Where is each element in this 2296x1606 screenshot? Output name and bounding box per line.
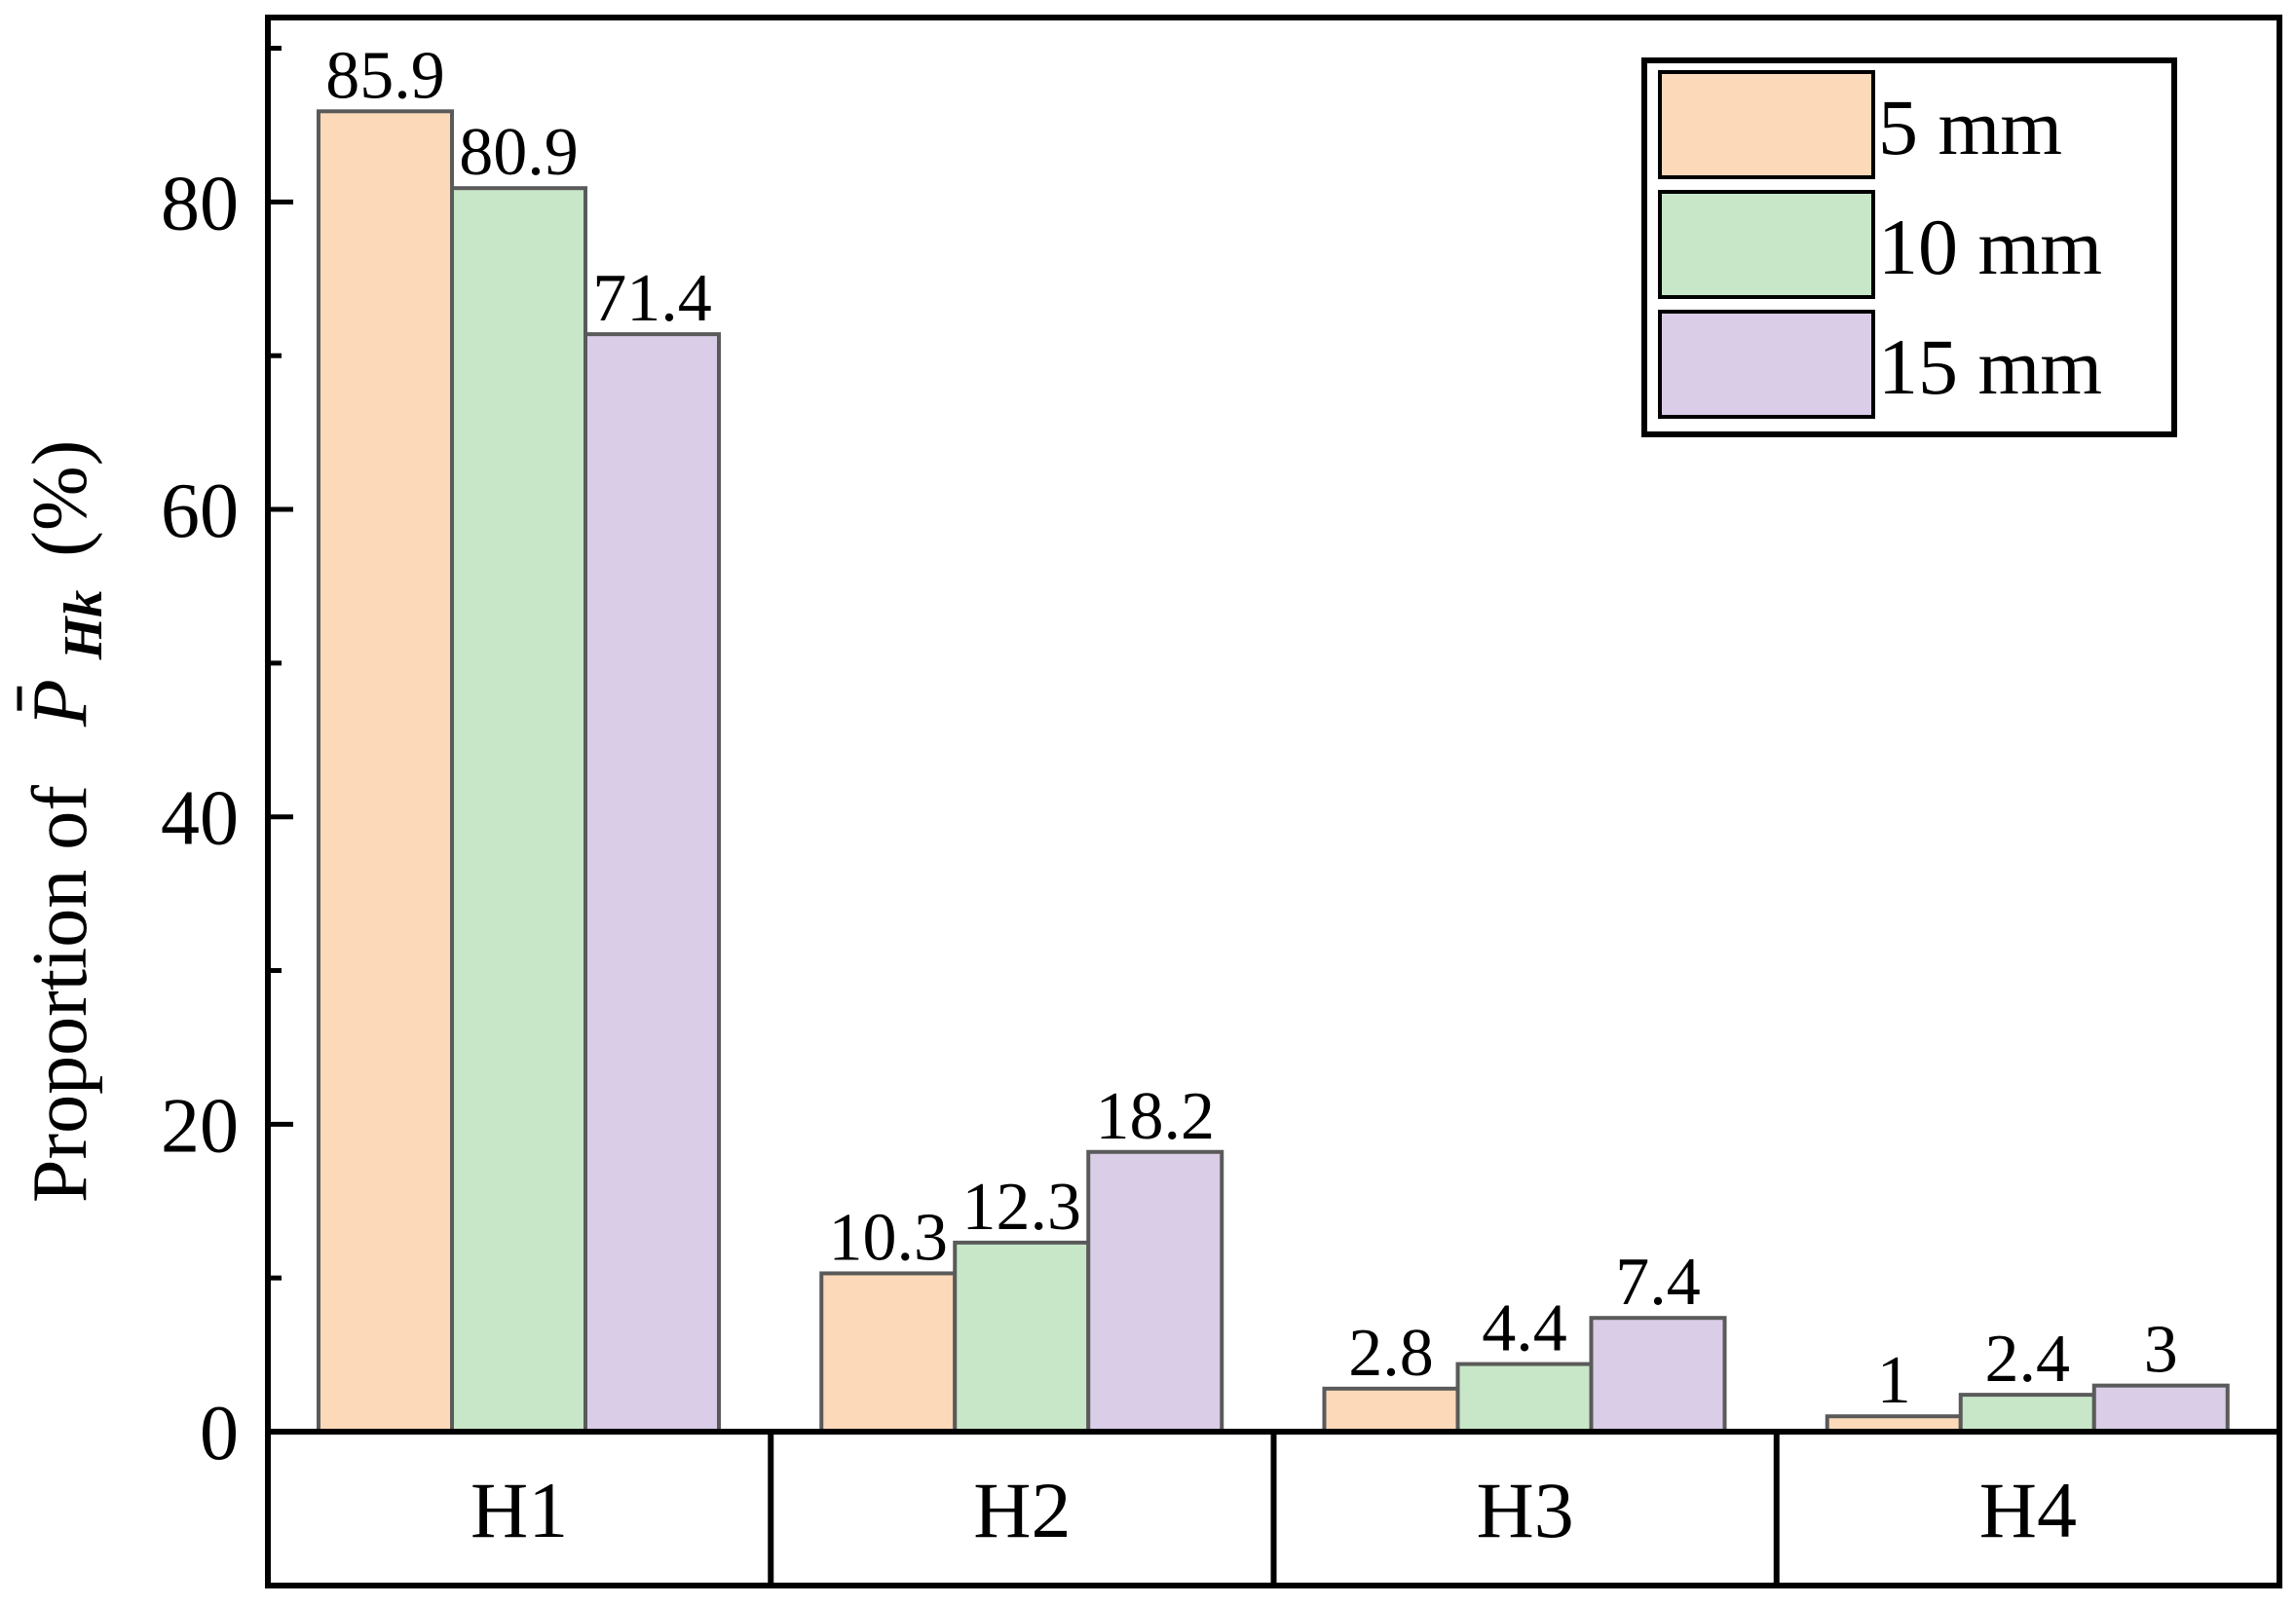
legend-swatch bbox=[1658, 70, 1875, 179]
data-label: 18.2 bbox=[1096, 1079, 1216, 1154]
data-label: 71.4 bbox=[592, 261, 712, 336]
x-category-label: H3 bbox=[1477, 1466, 1574, 1554]
legend-label: 10 mm bbox=[1878, 203, 2102, 291]
legend: 5 mm 10 mm 15 mm bbox=[1641, 57, 2177, 437]
data-label: 10.3 bbox=[829, 1200, 949, 1275]
y-tick-label: 40 bbox=[161, 776, 239, 862]
x-category-label: H1 bbox=[470, 1466, 568, 1554]
y-tick-label: 60 bbox=[161, 468, 239, 554]
bar bbox=[1958, 1393, 2096, 1434]
data-label: 1 bbox=[1877, 1343, 1911, 1418]
data-label: 4.4 bbox=[1482, 1291, 1567, 1366]
bar bbox=[1322, 1386, 1460, 1435]
data-label: 7.4 bbox=[1615, 1245, 1701, 1320]
data-label: 85.9 bbox=[325, 38, 445, 113]
y-tick-label: 0 bbox=[200, 1391, 239, 1476]
legend-label: 5 mm bbox=[1878, 83, 2062, 171]
x-category-label: H2 bbox=[973, 1466, 1071, 1554]
y-axis-title: Proportion of P Hk (%) bbox=[17, 440, 119, 1203]
bar bbox=[583, 332, 721, 1435]
data-label: 12.3 bbox=[962, 1170, 1082, 1245]
data-label: 3 bbox=[2144, 1313, 2178, 1388]
legend-label: 15 mm bbox=[1878, 322, 2102, 411]
svg-text:Proportion of P Hk: Proportion of P Hk (%) bbox=[18, 440, 119, 1203]
y-axis-symbol-subscript: Hk bbox=[54, 590, 114, 661]
data-label: 2.4 bbox=[1985, 1322, 2071, 1397]
x-category-label: H4 bbox=[1979, 1466, 2077, 1554]
bar bbox=[1455, 1362, 1594, 1434]
bars bbox=[317, 109, 2230, 1435]
y-axis-unit: (%) bbox=[18, 440, 103, 557]
category-row: H1 H2 H3 H4 bbox=[470, 1432, 2077, 1586]
bar bbox=[1086, 1149, 1224, 1434]
y-axis-ticks: 0 20 40 60 80 bbox=[161, 46, 293, 1476]
y-axis-label-prefix: Proportion of bbox=[18, 785, 103, 1203]
data-label: 80.9 bbox=[459, 115, 579, 190]
legend-swatch bbox=[1658, 310, 1875, 419]
legend-swatch bbox=[1658, 190, 1875, 299]
bar bbox=[2091, 1383, 2230, 1435]
y-tick-label: 80 bbox=[161, 161, 239, 246]
bar bbox=[317, 109, 454, 1434]
bar bbox=[450, 186, 587, 1434]
y-axis-symbol: P bbox=[18, 679, 103, 728]
bar bbox=[819, 1271, 958, 1434]
bar bbox=[953, 1240, 1091, 1434]
data-label: 2.8 bbox=[1348, 1316, 1434, 1391]
bar bbox=[1589, 1316, 1727, 1435]
y-tick-label: 20 bbox=[161, 1083, 239, 1169]
data-labels: 85.980.971.4 10.3 12.318.2 2.8 4.4 7.4 1 2.4 3 bbox=[325, 38, 2178, 1418]
